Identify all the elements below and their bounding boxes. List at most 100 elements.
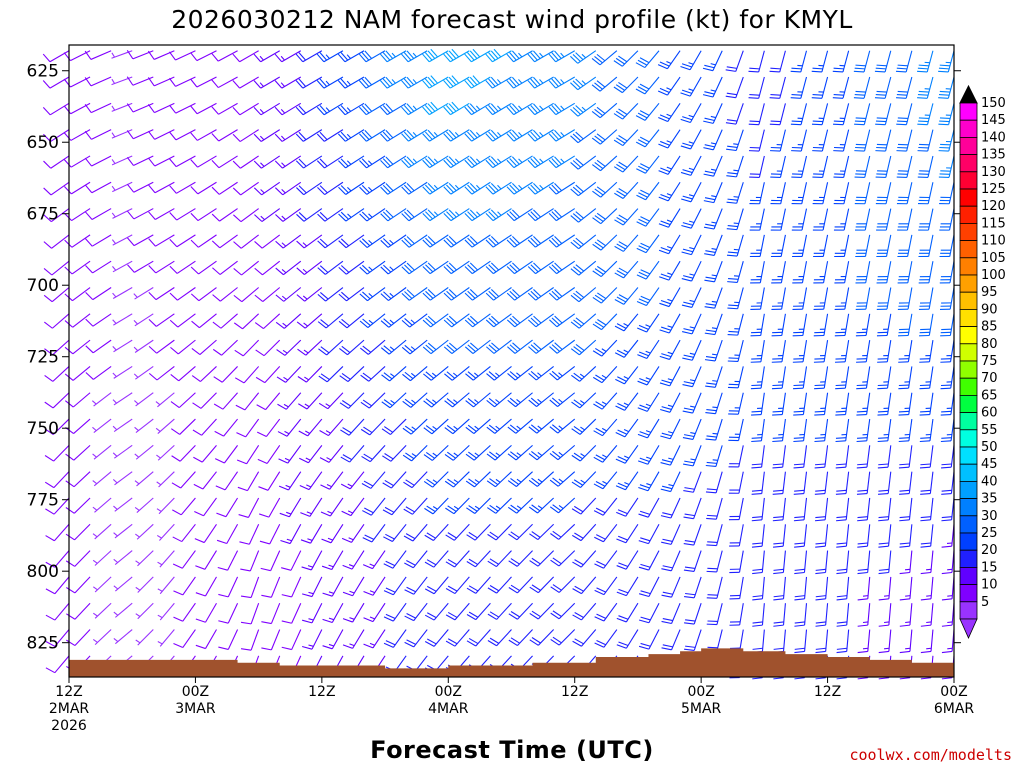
- wind-barb: [895, 50, 913, 73]
- wind-barb: [320, 471, 344, 490]
- wind-barb: [190, 102, 217, 115]
- wind-barb: [148, 339, 175, 354]
- wind-barb: [466, 497, 491, 514]
- wind-barb: [362, 497, 386, 516]
- wind-barb: [190, 234, 217, 248]
- wind-barb: [726, 155, 744, 178]
- wind-barb: [464, 129, 491, 142]
- y-tick-label: 650: [27, 133, 59, 153]
- wind-barb: [659, 260, 681, 281]
- wind-barb: [380, 260, 407, 275]
- wind-barb: [211, 129, 238, 142]
- wind-barb: [550, 550, 576, 567]
- wind-barb: [683, 550, 702, 572]
- wind-barb: [728, 392, 744, 415]
- wind-barb: [637, 392, 660, 412]
- wind-barb: [614, 313, 639, 332]
- colorbar-label: 140: [981, 130, 1006, 145]
- wind-barb: [147, 129, 175, 140]
- colorbar-label: 40: [981, 474, 998, 489]
- wind-barb: [148, 313, 175, 327]
- y-tick-label: 625: [27, 62, 59, 82]
- wind-barb: [660, 445, 681, 466]
- chart-title: 2026030212 NAM forecast wind profile (kt…: [171, 5, 853, 34]
- colorbar-label: 150: [981, 96, 1006, 111]
- wind-barb: [66, 576, 91, 594]
- wind-barb: [727, 313, 744, 336]
- wind-barb: [302, 629, 323, 650]
- wind-barb: [793, 445, 808, 469]
- wind-barb: [278, 445, 302, 464]
- wind-barb: [615, 471, 639, 491]
- wind-barb: [897, 208, 913, 231]
- wind-barb: [877, 445, 892, 469]
- wind-barb: [342, 629, 365, 649]
- wind-barb: [92, 523, 112, 540]
- wind-barb: [814, 366, 829, 390]
- wind-barb: [193, 471, 217, 490]
- wind-barb: [855, 287, 871, 310]
- wind-barb: [548, 102, 575, 116]
- wind-barb: [528, 444, 555, 461]
- wind-barb: [64, 208, 91, 222]
- colorbar-legend: 1501451401351301251201151101051009590858…: [959, 84, 1006, 639]
- wind-barb: [465, 366, 491, 381]
- x-tick-label: 00Z: [687, 684, 714, 700]
- wind-barb: [636, 155, 660, 174]
- wind-barb: [616, 602, 639, 623]
- wind-barb: [702, 76, 723, 98]
- wind-barb: [382, 497, 407, 516]
- wind-barb: [570, 181, 597, 197]
- wind-barb: [317, 313, 344, 329]
- colorbar-swatch: [959, 102, 978, 121]
- wind-barb: [792, 313, 808, 337]
- wind-barb: [614, 339, 639, 358]
- credit-link[interactable]: coolwx.com/modelts: [849, 746, 1012, 764]
- wind-barb: [155, 418, 175, 434]
- wind-barb: [380, 339, 407, 355]
- wind-barb: [169, 50, 196, 61]
- wind-barb: [296, 181, 323, 196]
- wind-barb: [422, 75, 449, 89]
- wind-barb: [193, 445, 217, 463]
- wind-barb: [380, 287, 407, 301]
- wind-barb: [876, 313, 892, 337]
- x-tick-label: 12Z: [561, 684, 588, 700]
- wind-barb: [508, 629, 533, 646]
- colorbar-swatch: [959, 549, 978, 568]
- wind-barb: [705, 392, 723, 415]
- wind-barb: [213, 366, 238, 383]
- wind-barb: [506, 260, 533, 275]
- wind-barb: [359, 260, 386, 275]
- wind-barb: [613, 50, 639, 67]
- wind-barb: [190, 260, 217, 275]
- y-tick-label: 775: [27, 491, 59, 511]
- wind-barb: [195, 576, 217, 597]
- wind-barb: [232, 181, 259, 196]
- wind-barb: [853, 76, 871, 99]
- wind-barb: [703, 208, 723, 230]
- wind-barb: [770, 208, 786, 231]
- wind-barb: [404, 576, 428, 595]
- wind-barb: [337, 76, 365, 89]
- wind-barb: [113, 523, 133, 539]
- colorbar-label: 35: [981, 492, 998, 507]
- wind-barb: [528, 471, 555, 487]
- wind-barb: [550, 576, 576, 593]
- wind-barb: [815, 550, 829, 575]
- wind-barb: [147, 76, 175, 87]
- wind-barb: [45, 576, 70, 595]
- wind-barb: [811, 50, 829, 73]
- wind-barb: [705, 418, 723, 441]
- wind-barb: [342, 576, 365, 597]
- wind-barb: [261, 629, 281, 651]
- y-tick-label: 825: [27, 634, 59, 654]
- wind-barb: [661, 524, 681, 545]
- wind-barb: [84, 50, 112, 60]
- wind-barb: [279, 497, 302, 518]
- wind-barb: [635, 76, 660, 95]
- colorbar-label: 20: [981, 543, 998, 558]
- wind-barb: [381, 392, 407, 409]
- wind-barb: [45, 550, 70, 568]
- wind-barb: [899, 550, 913, 575]
